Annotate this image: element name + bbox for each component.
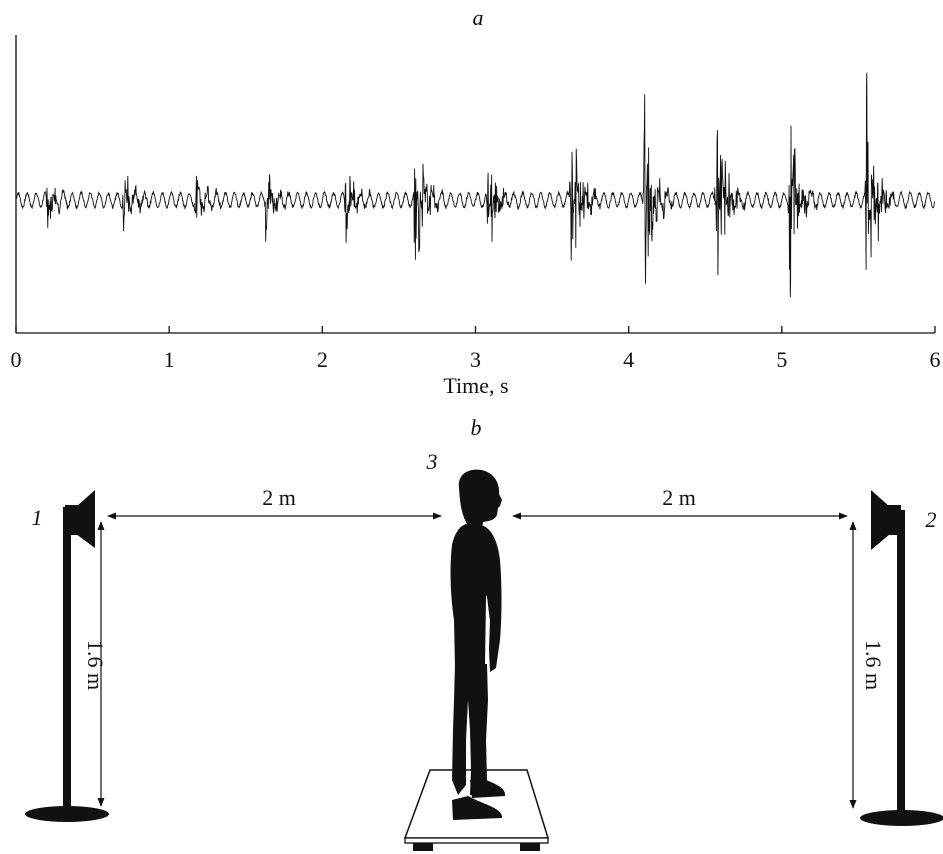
platform-foot-left — [413, 843, 433, 851]
distance-arrow-right: 2 m — [512, 485, 848, 520]
x-tick-label-1: 1 — [164, 347, 175, 372]
panel-b: b 1 2 2 m 2 m 1.6 m — [25, 415, 943, 851]
subject-head — [458, 469, 502, 532]
speaker-left: 1 — [25, 490, 109, 822]
x-tick-label-0: 0 — [11, 347, 22, 372]
speaker-right-cone — [871, 490, 890, 550]
speaker-left-number: 1 — [32, 505, 43, 530]
distance-right-label: 2 m — [662, 485, 696, 510]
distance-left-label: 2 m — [262, 485, 296, 510]
subject-number: 3 — [426, 449, 438, 474]
speaker-left-cone — [76, 490, 95, 548]
panel-a: a 0 1 2 3 4 5 6 Time, s — [11, 5, 941, 398]
speaker-right-number: 2 — [926, 507, 937, 532]
height-arrow-left: 1.6 m — [83, 521, 108, 807]
height-arrow-right: 1.6 m — [849, 521, 886, 809]
x-tick-label-4: 4 — [623, 347, 634, 372]
speaker-left-body — [65, 505, 78, 535]
x-tick-label-6: 6 — [930, 347, 941, 372]
platform-foot-right — [520, 843, 540, 851]
panel-a-label: a — [473, 5, 484, 30]
speaker-right-body — [888, 505, 901, 535]
x-tick-label-2: 2 — [317, 347, 328, 372]
subject-silhouette: 3 — [426, 449, 506, 820]
height-right-label: 1.6 m — [861, 640, 886, 690]
speaker-right: 2 — [860, 490, 943, 826]
x-tick-label-3: 3 — [470, 347, 481, 372]
subject-shoe-front — [470, 780, 506, 798]
subject-shoe-back — [452, 796, 503, 820]
signal-waveform — [15, 72, 936, 298]
height-left-label: 1.6 m — [83, 640, 108, 690]
speaker-left-pole — [63, 507, 71, 814]
subject-torso — [450, 524, 502, 672]
subject-legs — [452, 664, 488, 795]
platform-edge — [404, 837, 549, 844]
x-ticks: 0 1 2 3 4 5 6 — [11, 326, 941, 372]
signal-chart: 0 1 2 3 4 5 6 Time, s — [11, 35, 941, 398]
x-tick-label-5: 5 — [776, 347, 787, 372]
speaker-right-pole — [897, 510, 905, 818]
x-axis-title: Time, s — [443, 373, 508, 398]
panel-b-label: b — [471, 415, 482, 440]
distance-arrow-left: 2 m — [107, 485, 442, 520]
